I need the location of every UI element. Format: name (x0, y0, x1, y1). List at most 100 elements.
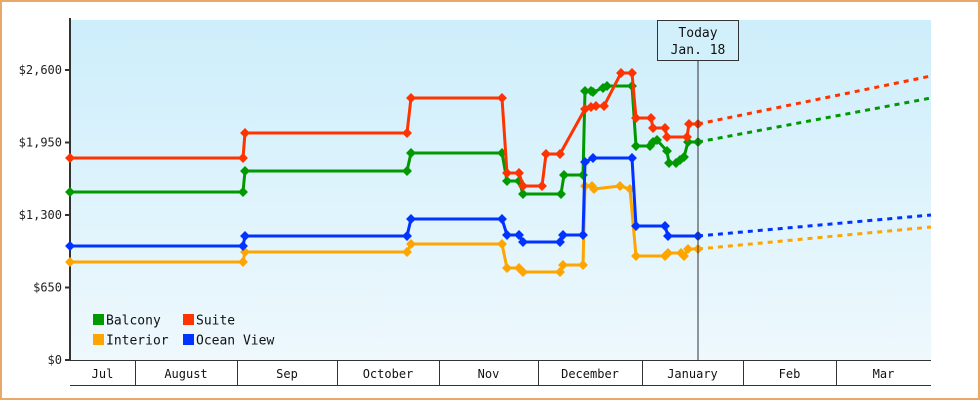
data-point-marker[interactable] (663, 248, 673, 258)
month-label: December (561, 367, 619, 381)
data-point-marker[interactable] (518, 237, 528, 247)
data-point-marker[interactable] (682, 132, 692, 142)
data-point-marker[interactable] (556, 189, 566, 199)
data-point-marker[interactable] (406, 239, 416, 249)
data-point-marker[interactable] (240, 128, 250, 138)
data-point-marker[interactable] (589, 184, 599, 194)
legend-label: Suite (196, 314, 235, 329)
data-point-marker[interactable] (65, 187, 75, 197)
data-point-marker[interactable] (627, 153, 637, 163)
month-label: Mar (873, 367, 895, 381)
y-tick-label: $2,600 (19, 63, 62, 77)
data-point-marker[interactable] (660, 123, 670, 133)
data-point-marker[interactable] (238, 257, 248, 267)
month-label: Nov (478, 367, 500, 381)
legend-label: Balcony (106, 314, 161, 329)
data-point-marker[interactable] (679, 251, 689, 261)
data-point-marker[interactable] (240, 231, 250, 241)
y-tick-label: $1,300 (19, 208, 62, 222)
data-point-marker[interactable] (683, 244, 693, 254)
data-point-marker[interactable] (588, 153, 598, 163)
legend-item-suite[interactable]: Suite (183, 314, 235, 329)
today-date: Jan. 18 (671, 43, 726, 58)
data-point-marker[interactable] (555, 267, 565, 277)
data-point-marker[interactable] (616, 68, 626, 78)
plot-area (70, 20, 931, 360)
data-point-marker[interactable] (591, 101, 601, 111)
data-point-marker[interactable] (652, 135, 662, 145)
data-point-marker[interactable] (502, 176, 512, 186)
legend-swatch (183, 314, 194, 325)
legend-item-ocean-view[interactable]: Ocean View (183, 334, 274, 349)
data-point-marker[interactable] (660, 221, 670, 231)
y-tick-label: $0 (48, 353, 62, 367)
data-point-marker[interactable] (599, 101, 609, 111)
month-label: January (667, 367, 718, 381)
series-ocean-view (65, 153, 932, 251)
data-point-marker[interactable] (65, 153, 75, 163)
data-point-marker[interactable] (664, 158, 674, 168)
y-tick-label: $1,950 (19, 136, 62, 150)
data-point-marker[interactable] (580, 86, 590, 96)
data-point-marker[interactable] (662, 146, 672, 156)
data-point-marker[interactable] (631, 251, 641, 261)
data-point-marker[interactable] (615, 181, 625, 191)
data-point-marker[interactable] (588, 87, 598, 97)
data-point-marker[interactable] (402, 231, 412, 241)
data-point-marker[interactable] (662, 132, 672, 142)
projection-line (697, 213, 932, 238)
data-point-marker[interactable] (541, 149, 551, 159)
data-point-marker[interactable] (238, 241, 248, 251)
series-layer (65, 68, 932, 277)
data-point-marker[interactable] (238, 153, 248, 163)
data-point-marker[interactable] (497, 214, 507, 224)
data-point-marker[interactable] (663, 231, 673, 241)
data-point-marker[interactable] (684, 119, 694, 129)
data-point-marker[interactable] (65, 241, 75, 251)
data-point-marker[interactable] (602, 81, 612, 91)
data-point-marker[interactable] (631, 113, 641, 123)
y-axis: $0 $650 $1,300 $1,950 $2,600 (19, 18, 71, 367)
data-point-marker[interactable] (580, 157, 590, 167)
legend-label: Ocean View (196, 334, 274, 349)
data-point-marker[interactable] (558, 260, 568, 270)
data-point-marker[interactable] (679, 152, 689, 162)
data-point-marker[interactable] (406, 214, 416, 224)
data-point-marker[interactable] (631, 221, 641, 231)
data-point-marker[interactable] (406, 148, 416, 158)
month-label: October (363, 367, 414, 381)
month-label: Jul (92, 367, 114, 381)
data-point-marker[interactable] (537, 181, 547, 191)
data-point-marker[interactable] (646, 113, 656, 123)
data-point-marker[interactable] (578, 230, 588, 240)
x-axis: Jul August Sep October Nov December January Feb… (70, 360, 931, 386)
data-point-marker[interactable] (518, 267, 528, 277)
data-point-marker[interactable] (518, 181, 528, 191)
data-point-marker[interactable] (238, 187, 248, 197)
month-label: Feb (779, 367, 801, 381)
month-label: August (164, 367, 207, 381)
legend-item-interior[interactable]: Interior (93, 334, 169, 349)
legend-item-balcony[interactable]: Balcony (93, 314, 161, 329)
data-point-marker[interactable] (518, 189, 528, 199)
data-point-marker[interactable] (502, 263, 512, 273)
data-point-marker[interactable] (555, 149, 565, 159)
data-point-marker[interactable] (627, 68, 637, 78)
data-point-marker[interactable] (402, 166, 412, 176)
data-point-marker[interactable] (558, 230, 568, 240)
data-point-marker[interactable] (514, 168, 524, 178)
data-point-marker[interactable] (402, 128, 412, 138)
data-point-marker[interactable] (497, 239, 507, 249)
data-point-marker[interactable] (578, 260, 588, 270)
data-point-marker[interactable] (240, 166, 250, 176)
data-point-marker[interactable] (502, 230, 512, 240)
data-point-marker[interactable] (502, 168, 512, 178)
data-point-marker[interactable] (402, 247, 412, 257)
data-point-marker[interactable] (631, 141, 641, 151)
data-point-marker[interactable] (559, 170, 569, 180)
data-point-marker[interactable] (514, 230, 524, 240)
data-point-marker[interactable] (555, 237, 565, 247)
today-label-box (657, 20, 739, 61)
data-point-marker[interactable] (648, 123, 658, 133)
